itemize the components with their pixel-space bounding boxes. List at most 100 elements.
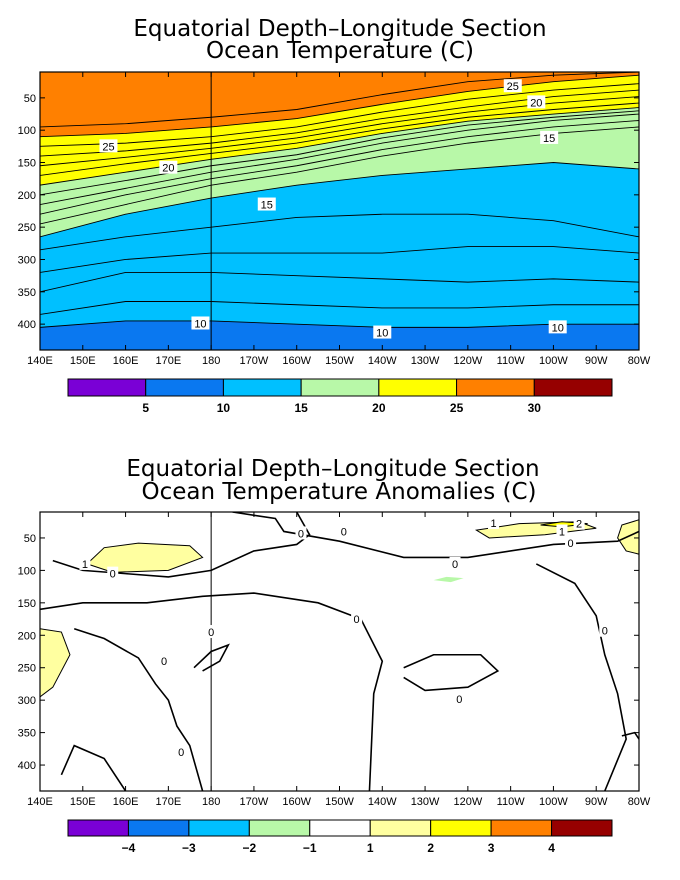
bottom-contour-label: 0	[341, 526, 347, 538]
bottom-contour-label-bg	[556, 524, 568, 538]
isotherm-26	[40, 72, 639, 128]
top-y-tick-label: 400	[18, 319, 36, 331]
bottom-contour-label-bg	[573, 516, 585, 530]
bottom-contour-label-bg	[79, 556, 91, 570]
bottom-y-tick-label: 100	[18, 565, 36, 577]
zero-anomaly-contour	[232, 512, 639, 559]
isotherm-16	[40, 126, 639, 225]
anomaly-plot: 140E 150E 160E 170E 180 170W 160W 150W 140W 130W 1…	[18, 511, 651, 808]
top-colorbar-swatch	[300, 378, 380, 397]
top-colorbar-label: 25	[450, 401, 464, 415]
bottom-colorbar-label: 2	[427, 841, 434, 855]
bottom-contour-label: 1	[490, 518, 496, 530]
isotherm-15	[40, 162, 639, 238]
top-contour-label: 10	[376, 328, 388, 340]
bottom-contour-label-bg	[449, 556, 461, 570]
top-contour-label-bg	[527, 95, 546, 109]
bottom-y-tick-label: 250	[18, 663, 36, 675]
top-contour-label: 20	[162, 163, 174, 175]
bottom-colorbar-label: −2	[242, 841, 256, 855]
top-plot-area	[40, 72, 639, 350]
bottom-chart-title: Equatorial Depth–Longitude Section	[126, 456, 539, 482]
bottom-y-tick-label: 350	[18, 728, 36, 740]
bottom-colorbar-swatch	[309, 819, 371, 837]
bottom-x-tick-label: 150E	[70, 796, 96, 808]
top-x-tick-label: 80W	[628, 355, 651, 367]
bottom-contour-label-bg	[175, 745, 187, 759]
bottom-y-tick-label: 200	[18, 630, 36, 642]
isotherm-12	[40, 271, 639, 293]
bottom-x-tick-label: 130W	[411, 796, 440, 808]
top-y-tick-label: 50	[24, 93, 36, 105]
top-x-tick-label: 120W	[453, 355, 482, 367]
top-contour-label: 25	[102, 141, 114, 153]
top-x-tick-label: 150E	[70, 355, 96, 367]
isotherm-18	[40, 113, 639, 205]
top-x-tick-label: 140W	[368, 355, 397, 367]
top-colorbar-swatch	[456, 378, 535, 397]
temperature-plot: 140E 150E 160E 170E 180 170W 160W 150W 140W 130W 1…	[18, 71, 651, 367]
positive-anomaly-region	[86, 542, 204, 573]
isotherm-17	[40, 120, 639, 215]
top-colorbar-swatch	[67, 378, 147, 397]
top-x-tick-label: 140E	[27, 355, 53, 367]
top-contour-label-bg	[257, 197, 276, 211]
top-y-tick-label: 200	[18, 190, 36, 202]
bottom-y-tick-label: 300	[18, 695, 36, 707]
bottom-x-tick-label: 170E	[156, 796, 182, 808]
bottom-contour-label: 2	[576, 519, 582, 531]
top-x-tick-label: 160E	[113, 355, 139, 367]
isotherm-20	[40, 107, 639, 186]
top-y-tick-label: 250	[18, 222, 36, 234]
isotherm-25	[40, 74, 639, 138]
zero-anomaly-contour	[403, 653, 500, 692]
bottom-x-tick-label: 100W	[539, 796, 568, 808]
top-x-tick-label: 180	[202, 355, 220, 367]
isotherm-13	[40, 246, 639, 273]
bottom-colorbar-label: 3	[488, 841, 495, 855]
bottom-x-tick-label: 110W	[497, 796, 526, 808]
zero-anomaly-contour	[193, 643, 230, 672]
bottom-contour-label: 0	[456, 694, 462, 706]
top-chart-subtitle: Ocean Temperature (C)	[206, 38, 474, 64]
bottom-colorbar-swatch	[248, 819, 311, 837]
top-x-tick-label: 100W	[539, 355, 568, 367]
top-contour-label: 15	[543, 133, 555, 145]
top-y-tick-label: 150	[18, 158, 36, 170]
top-colorbar-label: 20	[372, 401, 386, 415]
top-contour-label-bg	[548, 320, 567, 334]
negative-anomaly-region	[433, 576, 464, 583]
zero-anomaly-contour	[73, 628, 204, 791]
isotherm-10	[40, 320, 639, 328]
top-x-tick-label: 170E	[156, 355, 182, 367]
bottom-y-tick-label: 50	[24, 533, 36, 545]
bottom-x-tick-label: 170W	[240, 796, 269, 808]
top-colorbar-label: 10	[217, 401, 231, 415]
zero-anomaly-contour	[40, 592, 384, 791]
top-contour-label-bg	[159, 160, 178, 174]
bottom-colorbar-swatch	[430, 819, 492, 837]
bottom-colorbar-label: 4	[548, 841, 555, 855]
bottom-contour-label-bg	[295, 526, 307, 540]
isotherm-11	[40, 301, 639, 315]
top-colorbar-swatch	[222, 378, 302, 397]
bottom-colorbar-swatch	[490, 819, 553, 837]
top-contour-label: 25	[507, 81, 519, 93]
zero-anomaly-contour	[535, 563, 627, 791]
bottom-contour-label: 0	[354, 614, 360, 626]
bottom-contour-label-bg	[338, 524, 350, 538]
top-colorbar-label: 30	[528, 401, 542, 415]
bottom-contour-label: 0	[110, 569, 116, 581]
bottom-contour-label-bg	[453, 691, 465, 705]
top-contour-label-bg	[540, 130, 559, 144]
bottom-y-tick-label: 150	[18, 598, 36, 610]
positive-anomaly-region	[40, 628, 71, 698]
bottom-chart-subtitle: Ocean Temperature Anomalies (C)	[142, 479, 537, 505]
bottom-contour-label: 1	[559, 526, 565, 538]
isotherm-21	[40, 102, 639, 176]
bottom-contour-label: 0	[178, 747, 184, 759]
bottom-plot-area	[40, 512, 639, 791]
top-contour-label: 10	[552, 322, 564, 334]
top-x-tick-label: 150W	[325, 355, 354, 367]
